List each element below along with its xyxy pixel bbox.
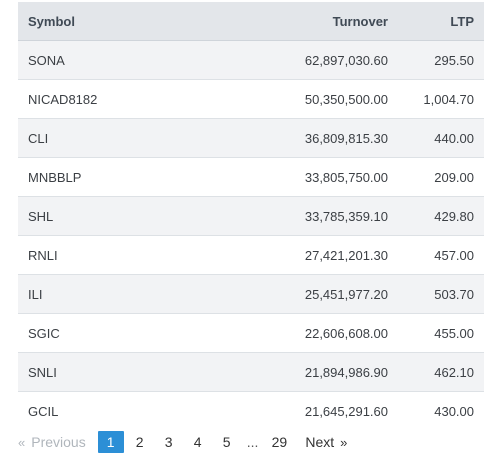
previous-page-button[interactable]: Previous [31, 434, 86, 450]
page-5-button[interactable]: 5 [222, 434, 231, 450]
symbol-cell: SHL [18, 196, 178, 236]
turnover-column-header[interactable]: Turnover [178, 2, 398, 41]
turnover-table-container: Symbol Turnover LTP SONA 62,897,030.60 2… [18, 2, 484, 430]
turnover-cell: 50,350,500.00 [178, 79, 398, 119]
ltp-cell: 462.10 [398, 352, 484, 392]
pagination: « Previous 1 2 3 4 5 ... 29 Next » [18, 430, 347, 454]
next-page-button[interactable]: Next [305, 434, 335, 450]
ltp-cell: 440.00 [398, 118, 484, 158]
ltp-cell: 1,004.70 [398, 79, 484, 119]
table-row: RNLI 27,421,201.30 457.00 [18, 235, 484, 275]
symbol-cell: SGIC [18, 313, 178, 353]
ltp-cell: 457.00 [398, 235, 484, 275]
table-row: GCIL 21,645,291.60 430.00 [18, 391, 484, 430]
page-2-button[interactable]: 2 [135, 434, 144, 450]
ltp-cell: 503.70 [398, 274, 484, 314]
symbol-cell: GCIL [18, 391, 178, 430]
turnover-cell: 33,805,750.00 [178, 157, 398, 197]
symbol-cell: ILI [18, 274, 178, 314]
table-row: SNLI 21,894,986.90 462.10 [18, 352, 484, 392]
symbol-cell: SONA [18, 40, 178, 80]
table-header: Symbol Turnover LTP [18, 2, 484, 41]
turnover-cell: 33,785,359.10 [178, 196, 398, 236]
symbol-cell: CLI [18, 118, 178, 158]
page-3-button[interactable]: 3 [164, 434, 173, 450]
turnover-cell: 21,645,291.60 [178, 391, 398, 430]
turnover-cell: 36,809,815.30 [178, 118, 398, 158]
table-row: CLI 36,809,815.30 440.00 [18, 118, 484, 158]
table-row: NICAD8182 50,350,500.00 1,004.70 [18, 79, 484, 119]
page-29-button[interactable]: 29 [271, 434, 288, 450]
page-1-button[interactable]: 1 [97, 431, 124, 453]
turnover-table: Symbol Turnover LTP SONA 62,897,030.60 2… [18, 2, 484, 430]
table-row: SGIC 22,606,608.00 455.00 [18, 313, 484, 353]
ltp-cell: 209.00 [398, 157, 484, 197]
symbol-cell: RNLI [18, 235, 178, 275]
ltp-cell: 430.00 [398, 391, 484, 430]
table-header-row: Symbol Turnover LTP [18, 2, 484, 41]
turnover-cell: 21,894,986.90 [178, 352, 398, 392]
turnover-cell: 62,897,030.60 [178, 40, 398, 80]
pagination-ellipsis: ... [246, 434, 259, 450]
table-row: SHL 33,785,359.10 429.80 [18, 196, 484, 236]
turnover-cell: 25,451,977.20 [178, 274, 398, 314]
turnover-cell: 27,421,201.30 [178, 235, 398, 275]
symbol-cell: SNLI [18, 352, 178, 392]
symbol-cell: NICAD8182 [18, 79, 178, 119]
table-body: SONA 62,897,030.60 295.50 NICAD8182 50,3… [18, 40, 484, 430]
ltp-cell: 455.00 [398, 313, 484, 353]
table-row: SONA 62,897,030.60 295.50 [18, 40, 484, 80]
symbol-column-header[interactable]: Symbol [18, 2, 178, 41]
symbol-cell: MNBBLP [18, 157, 178, 197]
turnover-cell: 22,606,608.00 [178, 313, 398, 353]
previous-arrow-icon: « [18, 434, 26, 450]
page-4-button[interactable]: 4 [193, 434, 202, 450]
table-row: ILI 25,451,977.20 503.70 [18, 274, 484, 314]
ltp-column-header[interactable]: LTP [398, 2, 484, 41]
next-arrow-icon: » [340, 434, 348, 450]
table-row: MNBBLP 33,805,750.00 209.00 [18, 157, 484, 197]
ltp-cell: 429.80 [398, 196, 484, 236]
ltp-cell: 295.50 [398, 40, 484, 80]
